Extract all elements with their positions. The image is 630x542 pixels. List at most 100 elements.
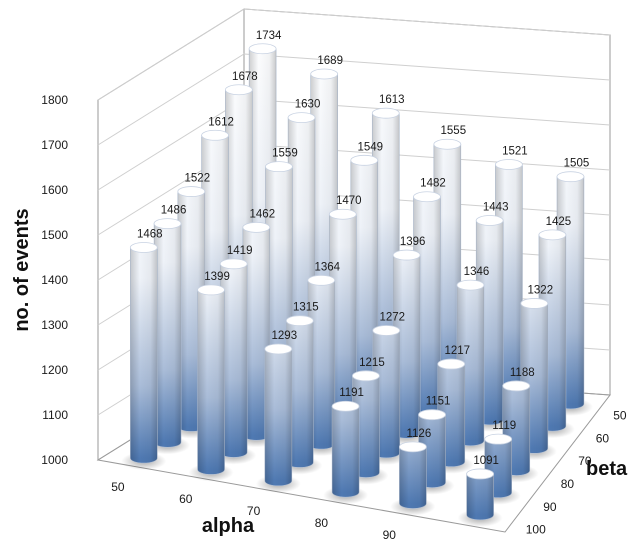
- x-tick-label: 60: [179, 492, 193, 506]
- data-label: 1151: [426, 396, 451, 408]
- data-label: 1191: [339, 387, 364, 399]
- gridline: [97, 53, 611, 146]
- z-tick-label: 100: [526, 523, 546, 537]
- bar-top: [197, 284, 225, 296]
- y-tick-label: 1500: [41, 228, 68, 242]
- y-axis: 1000 1100 1200 1300 1400 1500 1600 1700 1800: [41, 93, 68, 467]
- bar-top: [219, 258, 248, 270]
- bar-shading: [372, 113, 400, 395]
- bar-top: [328, 208, 357, 220]
- bar: 1468: [121, 228, 167, 471]
- bar-top: [418, 409, 446, 421]
- y-tick-label: 1100: [42, 408, 68, 422]
- bar-top: [494, 159, 523, 170]
- bar-shading: [242, 227, 270, 441]
- bar-shading: [329, 214, 357, 431]
- data-label: 1689: [317, 55, 343, 67]
- z-tick-label: 80: [561, 477, 575, 491]
- data-label: 1188: [510, 367, 535, 379]
- x-tick-label: 80: [315, 516, 329, 530]
- data-label: 1612: [208, 116, 234, 128]
- bar-top: [177, 186, 206, 197]
- bar-shading: [264, 348, 292, 486]
- bar-top: [502, 380, 531, 392]
- bar-top: [392, 249, 421, 261]
- data-label: 1119: [492, 420, 516, 432]
- x-axis-title: alpha: [202, 515, 255, 537]
- y-tick-label: 1600: [41, 183, 68, 197]
- bar-shading: [220, 263, 248, 458]
- bar-top: [466, 468, 495, 480]
- bar-shading: [350, 160, 378, 413]
- bar-shading: [286, 320, 314, 468]
- bar-shading: [332, 406, 360, 498]
- x-tick-label: 70: [247, 504, 261, 518]
- bar-shading: [130, 247, 158, 464]
- data-label: 1346: [464, 266, 490, 278]
- bar: 1126: [390, 428, 436, 516]
- bar-top: [372, 325, 401, 336]
- data-label: 1462: [250, 208, 276, 220]
- y-axis-title: no. of events: [11, 208, 33, 331]
- bar: 1399: [188, 271, 234, 482]
- data-label: 1470: [336, 195, 362, 207]
- bar-shading: [154, 223, 182, 448]
- bar-top: [484, 433, 513, 445]
- bar-top: [475, 215, 504, 226]
- bar-top: [352, 370, 380, 382]
- bar-top: [287, 112, 316, 124]
- y-tick-label: 1300: [41, 318, 68, 332]
- bar-top: [437, 358, 466, 370]
- bar-top: [331, 400, 360, 412]
- bar: 1293: [255, 330, 301, 493]
- bars: 1734 1689 1613 1555 1521 1505 1678 1630 1549 1482…: [121, 30, 593, 527]
- data-label: 1272: [379, 312, 405, 324]
- bar: 1091: [457, 455, 503, 527]
- data-label: 1217: [444, 345, 470, 357]
- bar: 1613: [363, 94, 409, 402]
- gridline: [97, 8, 611, 101]
- bar-top: [242, 221, 271, 233]
- bar-shading: [399, 446, 427, 509]
- data-label: 1549: [357, 141, 383, 153]
- data-label: 1425: [546, 216, 572, 228]
- data-label: 1315: [293, 302, 319, 314]
- data-label: 1215: [359, 357, 385, 369]
- bar-top: [248, 43, 277, 55]
- data-label: 1126: [406, 428, 431, 440]
- data-label: 1734: [256, 30, 282, 42]
- bar: 1191: [323, 387, 369, 505]
- data-label: 1396: [400, 236, 426, 248]
- data-label: 1293: [272, 330, 298, 342]
- bar-top: [285, 315, 314, 327]
- x-tick-label: 100: [447, 540, 467, 542]
- data-label: 1505: [564, 158, 590, 170]
- y-tick-label: 1200: [41, 363, 68, 377]
- bar-top: [456, 279, 485, 291]
- data-label: 1522: [185, 173, 211, 185]
- bar-top: [310, 68, 339, 80]
- bar-top: [350, 154, 379, 166]
- bar-top: [224, 84, 253, 96]
- bar-top: [433, 138, 462, 150]
- bar-top: [413, 191, 441, 203]
- bar-shading: [466, 473, 494, 520]
- bar-top: [520, 298, 549, 309]
- y-tick-label: 1800: [41, 93, 68, 107]
- data-label: 1091: [473, 455, 499, 467]
- bar-top: [398, 441, 427, 453]
- x-tick-label: 50: [111, 480, 125, 494]
- y-tick-label: 1000: [41, 453, 68, 467]
- data-label: 1482: [420, 178, 446, 190]
- bar-top: [371, 107, 400, 119]
- x-axis-alpha: 50 60 70 80 90 100: [111, 480, 467, 542]
- bar-top: [265, 161, 293, 173]
- z-axis-title: beta: [586, 458, 628, 480]
- bar-top: [153, 218, 182, 229]
- data-label: 1419: [227, 245, 253, 257]
- data-label: 1322: [528, 284, 554, 296]
- data-label: 1468: [137, 228, 163, 240]
- bar-top: [307, 274, 336, 286]
